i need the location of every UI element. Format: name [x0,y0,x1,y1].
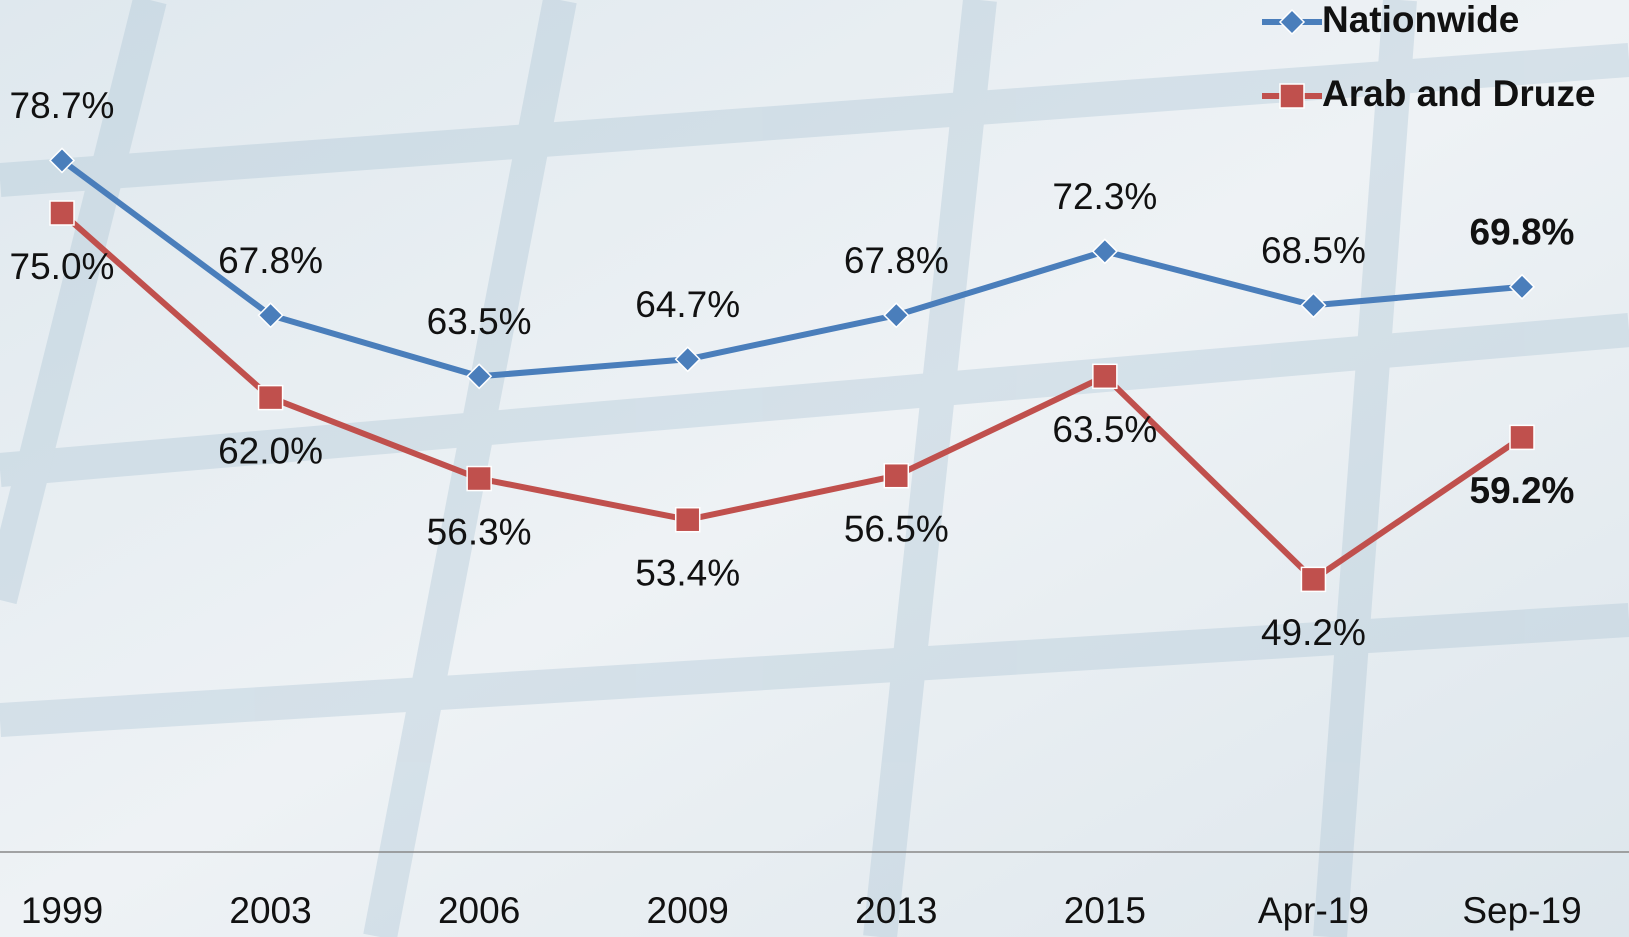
x-tick-label: 2003 [229,890,311,931]
value-label: 56.5% [844,508,949,549]
data-point [883,462,910,489]
legend-label: Arab and Druze [1322,73,1595,114]
series-line [60,158,1523,380]
x-tick-label: Apr-19 [1258,890,1369,931]
data-point [1092,363,1118,390]
value-label: 63.5% [1052,409,1157,450]
series-line [60,210,1524,583]
x-tick-label: 2015 [1064,890,1146,931]
value-label: 72.3% [1052,176,1157,217]
value-label: 59.2% [1470,470,1575,511]
data-point [466,363,493,390]
x-tick-label: 2009 [647,890,729,931]
data-point [674,506,701,533]
value-label: 49.2% [1261,612,1366,653]
value-label: 75.0% [10,246,115,287]
legend-marker [1279,83,1305,109]
data-point [1300,292,1327,319]
value-label: 63.5% [427,301,532,342]
data-point [674,346,701,373]
data-point [257,384,284,411]
data-point [466,465,492,492]
x-tick-label: Sep-19 [1462,890,1581,931]
value-label: 78.7% [10,85,115,126]
data-point [48,147,76,174]
data-point [1091,238,1118,265]
data-point [1300,566,1327,593]
x-tick-label: 2006 [438,890,520,931]
value-label: 53.4% [635,553,740,594]
value-label: 68.5% [1261,230,1366,271]
data-point [1509,424,1535,451]
data-point [883,302,910,329]
value-label: 56.3% [427,511,532,552]
value-label: 69.8% [1470,212,1575,253]
data-point [49,200,75,226]
x-tick-label: 1999 [21,890,103,931]
value-label: 67.8% [218,240,323,281]
legend-label: Nationwide [1322,0,1519,40]
legend-marker [1278,8,1306,36]
x-tick-label: 2013 [855,890,937,931]
data-point [257,302,284,329]
data-point [1508,273,1536,300]
value-label: 62.0% [218,430,323,471]
value-label: 64.7% [635,284,740,325]
value-label: 67.8% [844,240,949,281]
